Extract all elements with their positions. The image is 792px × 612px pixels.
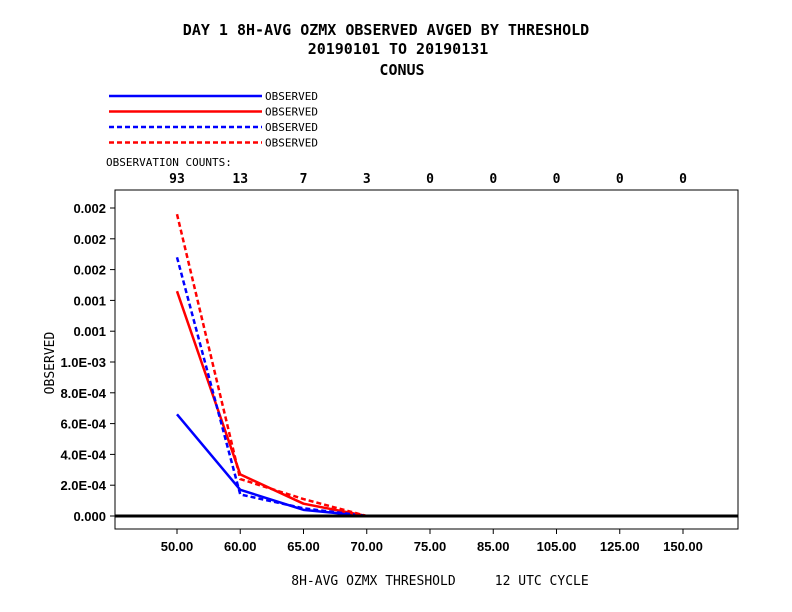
y-tick-label: 6.0E-04 [60,417,106,432]
series-line [175,290,367,518]
observation-count: 0 [679,172,687,187]
y-tick-label: 4.0E-04 [60,447,106,462]
legend-label: OBSERVED [265,121,318,134]
legend: OBSERVED OBSERVED OBSERVED OBSERVED [109,90,318,150]
legend-label: OBSERVED [265,137,318,150]
title-line: 20190101 TO 20190131 [308,40,489,58]
observation-count: 7 [300,172,308,187]
chart-title: DAY 1 8H-AVG OZMX OBSERVED AVGED BY THRE… [183,21,589,79]
series-lines [175,213,368,518]
plot-frame [114,189,739,530]
x-axis-label: 8H-AVG OZMX THRESHOLD 12 UTC CYCLE [291,574,588,589]
y-tick-label: 0.002 [73,263,106,278]
x-axis: 50.00 60.00 65.00 70.00 75.00 85.00 105.00 125.… [161,529,703,554]
title-line: DAY 1 8H-AVG OZMX OBSERVED AVGED BY THRE… [183,21,589,39]
observation-count: 0 [426,172,434,187]
legend-label: OBSERVED [265,90,318,103]
x-tick-label: 50.00 [161,539,194,554]
x-tick-label: 105.00 [537,539,577,554]
y-tick-label: 2.0E-04 [60,478,106,493]
observation-count: 3 [363,172,371,187]
observation-count: 0 [553,172,561,187]
y-tick-label: 0.002 [73,232,106,247]
legend-label: OBSERVED [265,106,318,119]
x-tick-label: 70.00 [350,539,383,554]
series-line [175,256,367,518]
x-tick-label: 150.00 [663,539,703,554]
title-line: CONUS [379,61,424,79]
observation-count: 93 [169,172,185,187]
observation-count: 0 [616,172,624,187]
x-tick-label: 65.00 [287,539,320,554]
x-tick-label: 85.00 [477,539,510,554]
y-tick-label: 0.002 [73,201,106,216]
x-tick-label: 125.00 [600,539,640,554]
y-tick-label: 0.000 [73,509,106,524]
y-axis-label: OBSERVED [43,332,58,395]
y-tick-label: 1.0E-03 [60,355,106,370]
observation-count: 13 [232,172,248,187]
y-tick-label: 0.001 [73,293,106,308]
y-tick-label: 8.0E-04 [60,386,106,401]
observation-counts: 93 13 7 3 0 0 0 0 0 [169,172,687,187]
y-tick-label: 0.001 [73,324,106,339]
series-line [175,213,368,518]
x-tick-label: 75.00 [414,539,447,554]
y-axis: 0.000 2.0E-04 4.0E-04 6.0E-04 8.0E-04 1.0E-03… [60,201,115,524]
observation-count: 0 [489,172,497,187]
series-line [176,413,367,518]
observation-counts-label: OBSERVATION COUNTS: [106,156,232,169]
x-tick-label: 60.00 [224,539,257,554]
